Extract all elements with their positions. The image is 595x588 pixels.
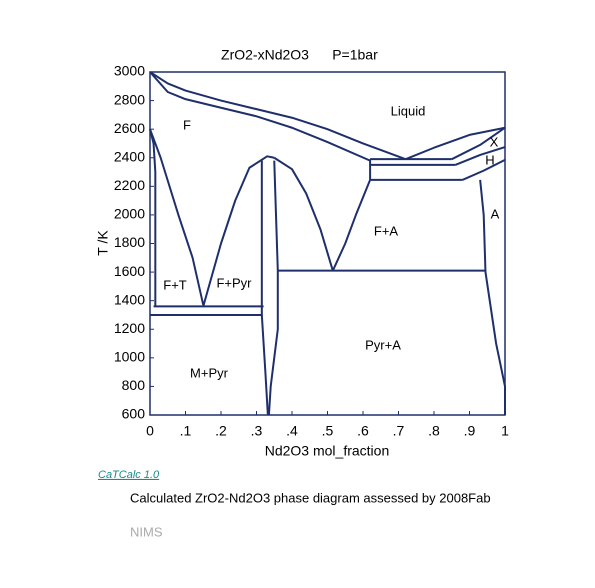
caption: Calculated ZrO2-Nd2O3 phase diagram asse… bbox=[130, 490, 491, 505]
y-tick-label: 2400 bbox=[114, 148, 145, 164]
region-label: X bbox=[490, 134, 499, 149]
y-tick-label: 800 bbox=[122, 377, 146, 393]
phase-boundary bbox=[149, 71, 406, 161]
region-label: H bbox=[485, 152, 494, 167]
x-tick-label: 0 bbox=[146, 423, 154, 439]
phase-boundary bbox=[405, 126, 506, 161]
y-tick-label: 2000 bbox=[114, 206, 145, 222]
x-tick-label: .5 bbox=[322, 423, 334, 439]
region-label: F+Pyr bbox=[216, 275, 252, 290]
y-tick-label: 1400 bbox=[114, 291, 145, 307]
phase-boundary bbox=[273, 156, 334, 271]
x-axis-label: Nd2O3 mol_fraction bbox=[265, 443, 390, 459]
region-label: Pyr+A bbox=[365, 337, 401, 352]
x-tick-label: .4 bbox=[286, 423, 298, 439]
region-label: F+A bbox=[374, 223, 399, 238]
x-tick-label: .7 bbox=[393, 423, 405, 439]
phase-boundary bbox=[454, 146, 506, 166]
x-tick-label: 1 bbox=[501, 423, 509, 439]
phase-boundary bbox=[331, 179, 372, 272]
region-label: F bbox=[183, 117, 191, 132]
y-tick-label: 1800 bbox=[114, 234, 145, 250]
x-tick-label: .1 bbox=[180, 423, 192, 439]
x-tick-label: .8 bbox=[428, 423, 440, 439]
region-label: M+Pyr bbox=[190, 365, 229, 380]
phase-boundary bbox=[149, 128, 157, 307]
y-axis-label: T /K bbox=[95, 230, 111, 256]
region-label: Liquid bbox=[391, 103, 426, 118]
x-tick-label: .3 bbox=[251, 423, 263, 439]
credit: NIMS bbox=[130, 524, 163, 539]
x-tick-label: .6 bbox=[357, 423, 369, 439]
phase-boundary bbox=[451, 126, 506, 161]
phase-boundary bbox=[267, 160, 279, 416]
chart-title: ZrO2-xNd2O3 bbox=[221, 47, 309, 63]
phase-boundary bbox=[149, 128, 205, 306]
y-tick-label: 3000 bbox=[114, 63, 145, 79]
x-tick-label: .2 bbox=[215, 423, 227, 439]
y-tick-label: 600 bbox=[122, 406, 146, 422]
phase-boundary bbox=[202, 155, 275, 307]
y-tick-label: 2800 bbox=[114, 91, 145, 107]
software-link[interactable]: CaTCalc 1.0 bbox=[98, 469, 160, 481]
chart-subtitle: P=1bar bbox=[332, 47, 378, 63]
phase-boundary bbox=[260, 160, 269, 416]
y-tick-label: 1000 bbox=[114, 349, 145, 365]
region-label: A bbox=[491, 206, 500, 221]
plot-frame bbox=[149, 71, 506, 416]
x-tick-label: .9 bbox=[464, 423, 476, 439]
y-tick-label: 1600 bbox=[114, 263, 145, 279]
phase-boundary bbox=[479, 179, 506, 415]
y-tick-label: 1200 bbox=[114, 320, 145, 336]
phase-boundary bbox=[149, 71, 371, 162]
y-tick-label: 2200 bbox=[114, 177, 145, 193]
region-label: F+T bbox=[163, 277, 187, 292]
y-tick-label: 2600 bbox=[114, 120, 145, 136]
phase-boundary bbox=[462, 159, 506, 181]
